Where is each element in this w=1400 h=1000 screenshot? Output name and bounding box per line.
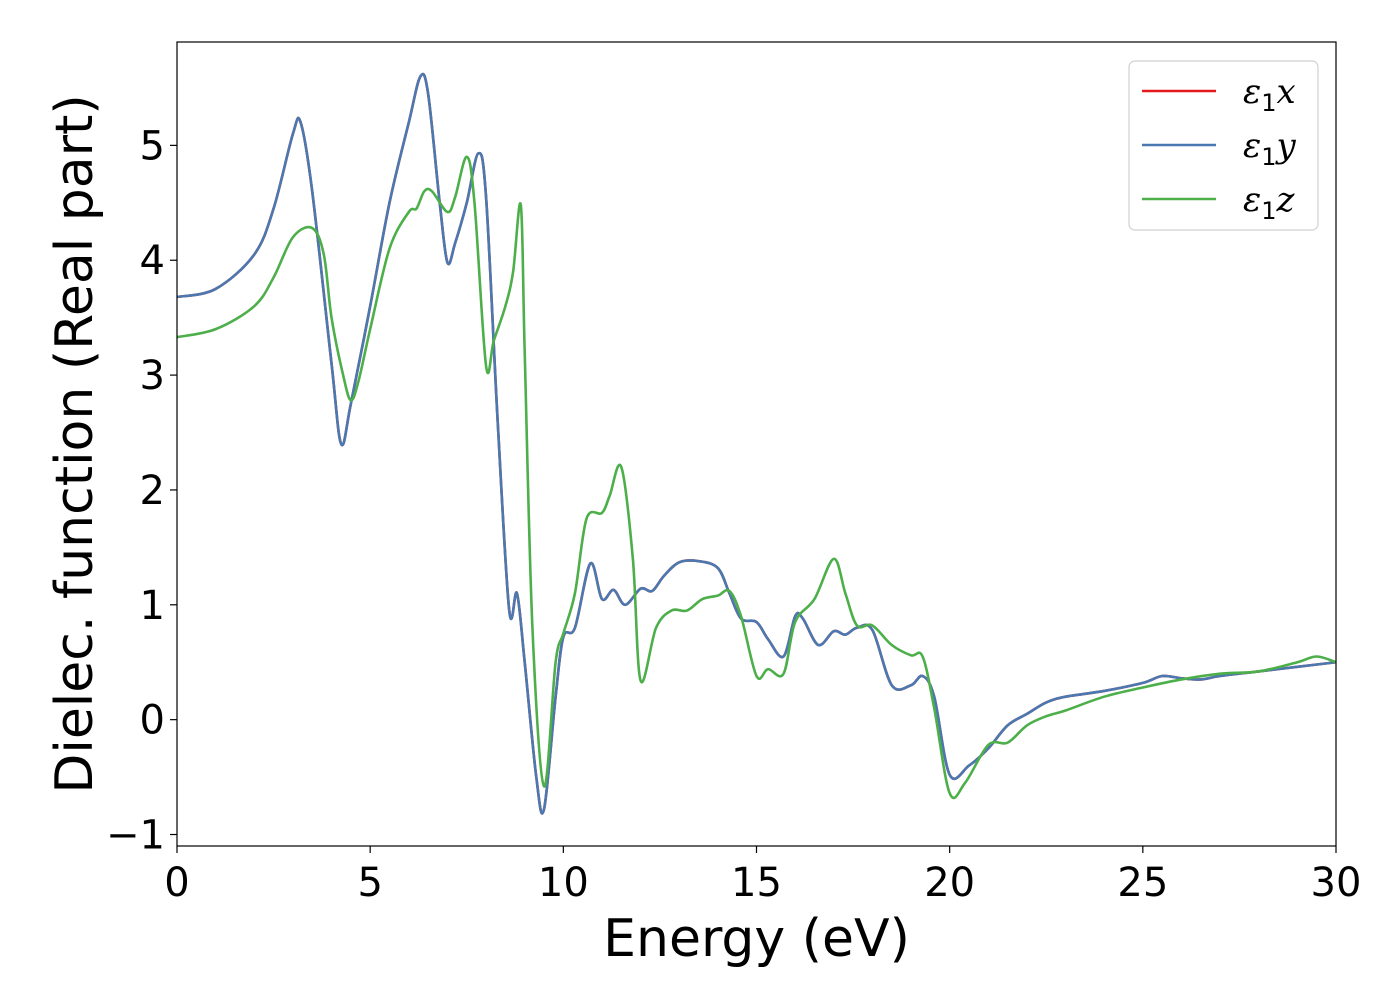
x-axis-label: Energy (eV) xyxy=(603,909,910,969)
x-axis-ticks: 0 5 10 15 20 25 30 xyxy=(164,846,1361,906)
y-tick-label: 3 xyxy=(140,353,165,399)
y-tick-label: 2 xyxy=(140,468,165,514)
series-line-y xyxy=(177,72,1336,815)
plot-lines xyxy=(177,72,1336,815)
x-tick-label: 0 xyxy=(164,860,189,906)
legend-label-x: ε1x xyxy=(1243,72,1296,117)
y-tick-label: 0 xyxy=(140,698,165,744)
legend-box xyxy=(1128,60,1319,231)
x-tick-label: 25 xyxy=(1117,860,1168,906)
y-tick-label: 4 xyxy=(140,238,165,284)
y-tick-label: 1 xyxy=(140,583,165,629)
legend-label-z: ε1z xyxy=(1243,180,1296,225)
x-tick-label: 15 xyxy=(731,860,782,906)
y-tick-label: −1 xyxy=(106,813,165,859)
x-tick-label: 5 xyxy=(357,860,382,906)
legend: ε1x ε1y ε1z xyxy=(1128,60,1319,231)
x-tick-label: 10 xyxy=(538,860,589,906)
y-axis-label: Dielec. function (Real part) xyxy=(45,94,105,793)
y-tick-label: 5 xyxy=(140,123,165,169)
y-axis-ticks: −1 0 1 2 3 4 5 xyxy=(106,123,177,859)
x-tick-label: 20 xyxy=(924,860,975,906)
legend-label-y: ε1y xyxy=(1243,126,1297,171)
x-tick-label: 30 xyxy=(1311,860,1362,906)
series-line-z xyxy=(177,155,1336,800)
